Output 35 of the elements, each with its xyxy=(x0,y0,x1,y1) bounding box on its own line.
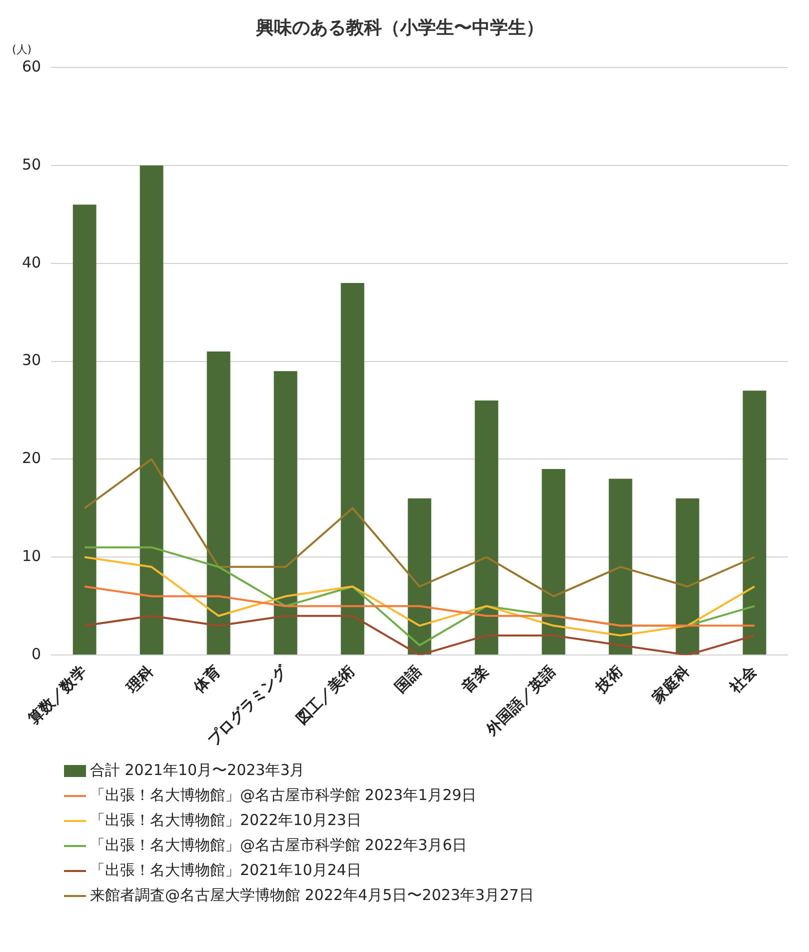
x-tick-label: 国語 xyxy=(391,662,426,696)
x-tick-label: 社会 xyxy=(725,662,761,697)
bar xyxy=(742,390,766,655)
y-tick-label: 60 xyxy=(22,57,42,76)
bar xyxy=(474,400,498,655)
legend-label: 「出張！名大博物館」@名古屋市科学館 2023年1月29日 xyxy=(90,786,477,805)
x-tick-label: 音楽 xyxy=(457,662,492,697)
y-tick-label: 0 xyxy=(32,644,42,663)
bar xyxy=(608,478,632,655)
x-tick-label: 体育 xyxy=(190,662,224,697)
legend-label: 「出張！名大博物館」2021年10月24日 xyxy=(90,861,362,880)
y-tick-label: 10 xyxy=(22,547,42,566)
bar xyxy=(340,282,364,655)
y-tick-label: 30 xyxy=(22,351,42,370)
y-tick-label: 50 xyxy=(22,155,42,174)
legend-label: 「出張！名大博物館」@名古屋市科学館 2022年3月6日 xyxy=(90,836,468,855)
x-tick-label: 家庭科 xyxy=(648,662,694,708)
bar xyxy=(274,371,298,655)
chart-title: 興味のある教科（小学生〜中学生） xyxy=(255,17,544,38)
legend-label: 合計 2021年10月〜2023年3月 xyxy=(90,761,305,780)
bar xyxy=(140,166,164,655)
bar xyxy=(676,498,700,655)
bar xyxy=(72,204,96,655)
x-tick-label: 図工／美術 xyxy=(292,662,358,728)
bar xyxy=(408,498,432,655)
bar xyxy=(206,352,230,655)
legend-label: 「出張！名大博物館」2022年10月23日 xyxy=(90,811,362,830)
legend-label: 来館者調査@名古屋大学博物館 2022年4月5日〜2023年3月27日 xyxy=(90,886,534,905)
bar xyxy=(542,469,566,655)
x-tick-label: 理科 xyxy=(122,662,158,697)
y-axis-title: (人) xyxy=(12,42,32,56)
y-tick-label: 20 xyxy=(22,449,42,468)
x-tick-label: 技術 xyxy=(591,662,626,697)
y-tick-label: 40 xyxy=(22,253,42,272)
x-tick-label: 算数／数学 xyxy=(24,662,90,729)
